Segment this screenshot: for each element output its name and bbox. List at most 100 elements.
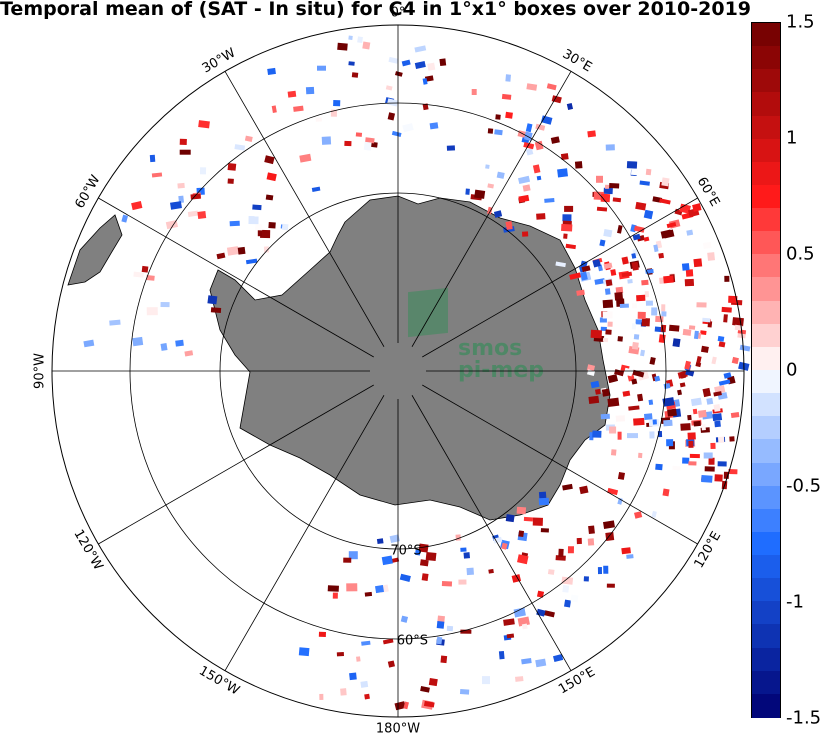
data-cell — [605, 279, 613, 287]
data-cell — [714, 385, 726, 395]
data-cell — [560, 153, 569, 161]
data-cell — [463, 552, 471, 559]
data-cell — [607, 374, 619, 384]
data-cell — [357, 36, 363, 44]
data-cell — [564, 599, 572, 608]
data-cell — [632, 233, 641, 241]
data-cell — [644, 291, 650, 298]
data-cell — [651, 510, 657, 518]
data-cell — [717, 335, 725, 342]
data-cell — [493, 536, 503, 544]
colorbar-segment — [752, 346, 780, 372]
data-cell — [677, 389, 682, 396]
data-cell — [536, 175, 542, 181]
data-cell — [728, 469, 738, 475]
data-cell — [517, 616, 530, 627]
data-cell — [607, 397, 620, 407]
data-cell — [317, 65, 326, 71]
data-cell — [702, 387, 712, 398]
data-cell — [623, 367, 634, 377]
data-cell — [606, 583, 615, 588]
data-cell — [655, 463, 663, 471]
data-cell — [702, 241, 712, 249]
data-cell — [422, 78, 428, 85]
meridian-line — [98, 197, 374, 358]
data-cell — [287, 90, 297, 98]
data-cell — [644, 413, 653, 420]
data-cell — [160, 302, 170, 308]
data-cell — [668, 324, 680, 332]
longitude-label: 120°W — [70, 527, 105, 573]
data-cell — [634, 511, 643, 519]
data-cell — [693, 420, 701, 427]
colorbar-segment — [752, 208, 780, 233]
data-cell — [603, 187, 613, 195]
data-cell — [335, 663, 344, 670]
data-cell — [588, 395, 600, 404]
logo-line2: pi-mep — [458, 358, 544, 383]
data-cell — [609, 183, 620, 189]
data-cell — [704, 466, 715, 472]
data-cell — [363, 141, 372, 151]
data-cell — [551, 95, 562, 104]
data-cell — [599, 239, 606, 247]
data-cell — [151, 172, 163, 178]
data-cell — [637, 311, 646, 319]
data-cell — [226, 246, 240, 256]
colorbar-segment — [752, 670, 780, 696]
colorbar-segment — [752, 138, 780, 164]
data-cell — [423, 700, 435, 708]
data-cell — [689, 453, 700, 459]
data-cell — [631, 261, 639, 271]
graticule — [51, 24, 745, 718]
data-cell — [526, 148, 534, 156]
data-cell — [361, 640, 371, 646]
data-cell — [535, 658, 547, 668]
data-cell — [717, 461, 727, 467]
data-cell — [645, 300, 653, 306]
data-cell — [252, 204, 262, 211]
data-cell — [594, 278, 606, 285]
data-cell — [696, 356, 702, 364]
data-cell — [604, 184, 610, 189]
data-cell — [526, 83, 538, 91]
colorbar-segment — [752, 531, 780, 557]
data-cell — [710, 442, 716, 449]
data-cell — [532, 517, 543, 526]
data-cell — [187, 210, 199, 217]
data-cell — [305, 86, 315, 95]
data-cell — [626, 554, 634, 559]
data-cell — [505, 111, 513, 119]
data-cell — [521, 623, 528, 630]
data-cell — [621, 256, 629, 265]
data-cell — [600, 413, 610, 420]
data-cell — [692, 203, 702, 212]
data-cell — [627, 278, 633, 284]
data-cell — [662, 397, 675, 407]
antarctica-land — [209, 195, 611, 521]
data-cell — [257, 229, 262, 237]
data-cell — [327, 585, 339, 592]
data-cell — [487, 128, 494, 134]
data-cell — [495, 114, 501, 120]
data-cell — [564, 205, 574, 212]
data-cell — [315, 117, 322, 122]
data-cell — [421, 573, 429, 581]
data-cell — [638, 452, 643, 459]
data-cell — [513, 607, 526, 618]
data-cell — [631, 378, 638, 385]
data-cell — [436, 636, 443, 645]
data-cell — [318, 631, 326, 638]
data-cell — [713, 404, 721, 412]
data-cell — [518, 530, 525, 538]
data-cell — [734, 324, 743, 331]
data-cell — [248, 216, 259, 225]
colorbar-tick-label: -0.5 — [786, 475, 822, 497]
data-cell — [263, 246, 270, 253]
data-cell — [351, 72, 359, 78]
data-cell — [227, 162, 237, 171]
data-cell — [663, 419, 673, 427]
data-cell — [576, 537, 582, 545]
data-cell — [121, 214, 129, 223]
data-cell — [522, 184, 531, 192]
